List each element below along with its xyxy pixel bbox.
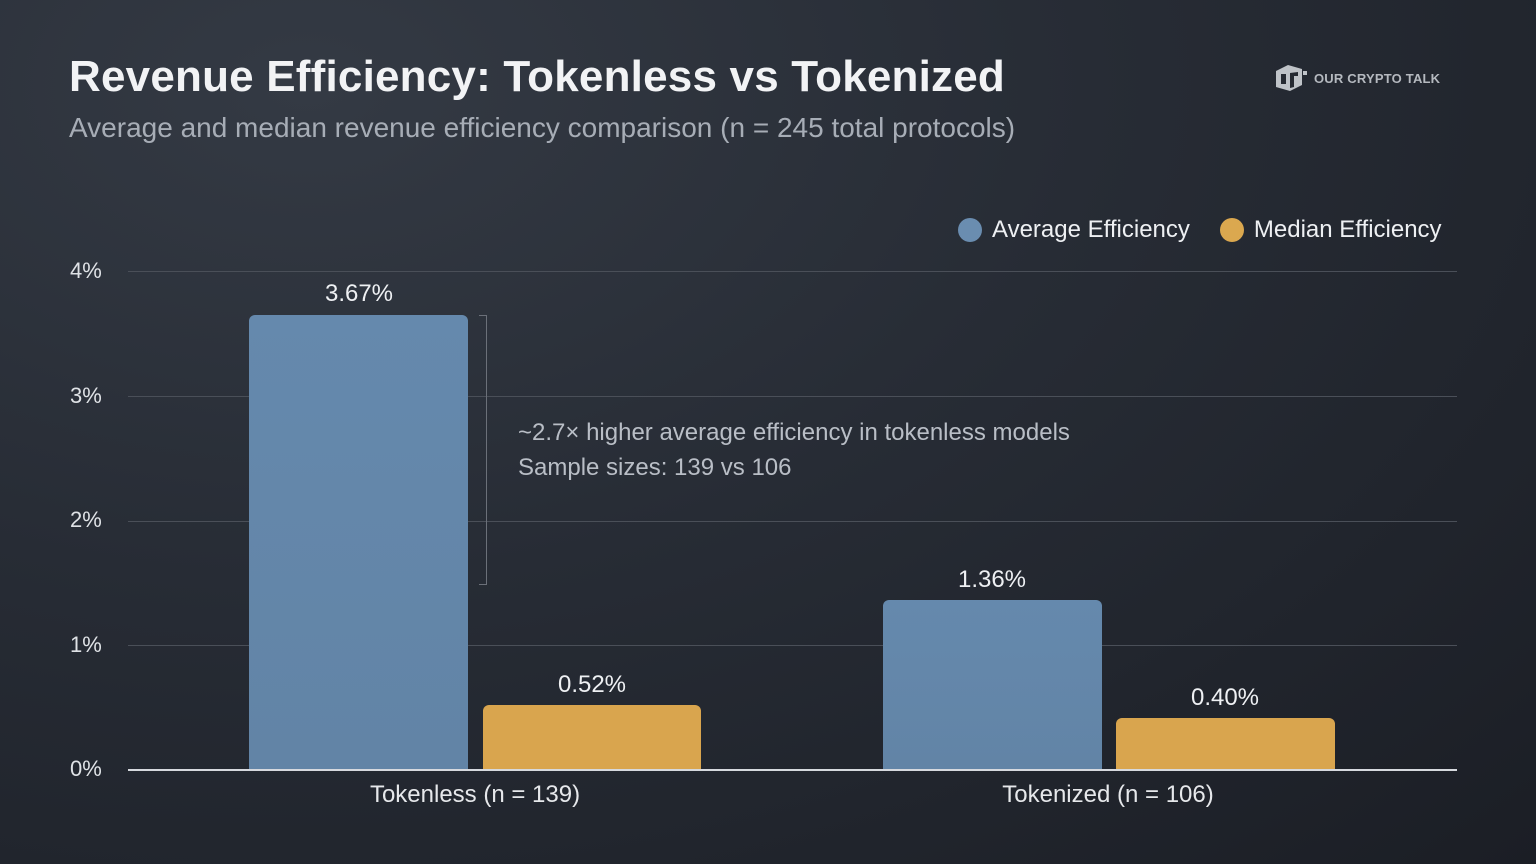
legend-swatch-median bbox=[1219, 218, 1244, 242]
gridline-3 bbox=[128, 396, 1457, 397]
chart-title: Revenue Efficiency: Tokenless vs Tokeniz… bbox=[69, 52, 1005, 101]
gridline-4 bbox=[128, 271, 1457, 272]
legend-label-average: Average Efficiency bbox=[992, 216, 1190, 243]
brand-name: OUR CRYPTO TALK bbox=[1314, 70, 1441, 86]
bar-tokenless-average[interactable] bbox=[249, 315, 468, 770]
y-tick-0: 0% bbox=[70, 756, 102, 781]
legend-label-median: Median Efficiency bbox=[1253, 216, 1442, 243]
brand-logo: OUR CRYPTO TALK bbox=[1272, 63, 1440, 93]
bar-label-tokenless-median: 0.52% bbox=[557, 671, 627, 698]
bar-tokenless-median[interactable] bbox=[483, 705, 701, 770]
annotation-line-1: ~2.7× higher average efficiency in token… bbox=[518, 419, 1070, 446]
bar-label-tokenized-average: 1.36% bbox=[957, 566, 1027, 593]
cube-logo-icon bbox=[1272, 63, 1308, 93]
gridline-2 bbox=[128, 521, 1457, 522]
annotation-text: ~2.7× higher average efficiency in token… bbox=[518, 415, 1070, 485]
x-label-tokenized: Tokenized (n = 106) bbox=[1002, 781, 1214, 808]
bar-tokenized-average[interactable] bbox=[883, 600, 1102, 770]
x-label-tokenless: Tokenless (n = 139) bbox=[369, 781, 581, 808]
annotation-line-2: Sample sizes: 139 vs 106 bbox=[518, 454, 792, 481]
chart-subtitle: Average and median revenue efficiency co… bbox=[69, 112, 1016, 143]
legend-item-median[interactable]: Median Efficiency bbox=[1219, 216, 1442, 244]
y-tick-3: 3% bbox=[70, 383, 102, 408]
y-tick-4: 4% bbox=[70, 258, 102, 283]
x-axis-baseline bbox=[128, 769, 1457, 771]
legend-item-average[interactable]: Average Efficiency bbox=[958, 216, 1190, 244]
legend-swatch-average bbox=[958, 218, 982, 242]
chart-legend: Average Efficiency Median Efficiency bbox=[958, 216, 1472, 244]
bar-label-tokenless-average: 3.67% bbox=[324, 280, 394, 307]
bar-tokenized-median[interactable] bbox=[1116, 718, 1335, 770]
annotation-bracket bbox=[479, 315, 487, 585]
bar-label-tokenized-median: 0.40% bbox=[1190, 684, 1260, 711]
y-tick-1: 1% bbox=[70, 632, 102, 657]
gridline-1 bbox=[128, 645, 1457, 646]
y-tick-2: 2% bbox=[70, 507, 102, 532]
